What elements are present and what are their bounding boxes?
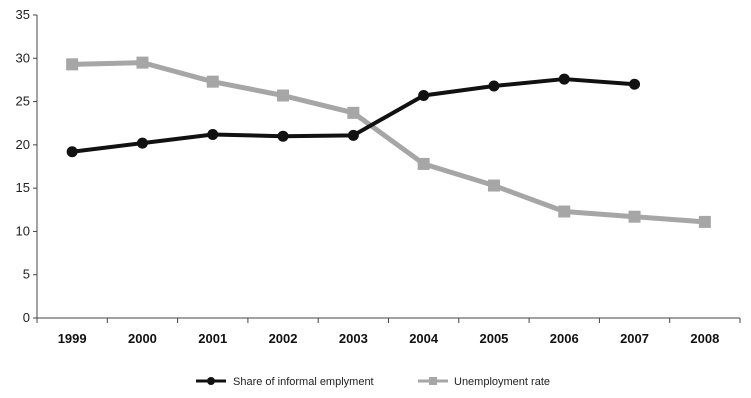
y-tick-label: 5 [23,267,30,282]
x-tick-label: 1999 [58,331,87,346]
data-point [487,179,500,192]
data-point [628,210,641,223]
x-tick-label: 2003 [339,331,368,346]
series-informal-employment [66,73,641,158]
data-point [277,89,290,102]
y-tick-label: 35 [16,7,30,22]
data-point [698,215,711,228]
x-tick-label: 2000 [128,331,157,346]
y-tick-label: 30 [16,50,30,65]
data-point [136,56,149,69]
series-line [72,60,706,225]
x-tick-label: 2006 [550,331,579,346]
data-point [347,106,360,119]
x-tick-label: 2007 [620,331,649,346]
y-tick-label: 25 [16,94,30,109]
legend-item: Unemployment rate [418,376,550,388]
x-tick-label: 2001 [198,331,227,346]
chart-series [66,56,711,228]
data-point [277,130,289,142]
data-point [558,73,570,85]
series-unemployment-rate [66,56,711,228]
legend-label: Share of informal emplyment [233,376,374,388]
data-point [66,58,79,71]
data-point [207,128,219,140]
legend-swatch-marker [429,377,437,385]
x-tick-label: 2004 [409,331,439,346]
data-point [66,146,78,158]
y-tick-label: 20 [16,137,30,152]
legend-item: Share of informal emplyment [196,376,374,388]
data-point [206,75,219,88]
x-tick-label: 2002 [269,331,298,346]
y-tick-label: 15 [16,180,30,195]
chart-legend: Share of informal emplyment Unemployment … [196,376,550,388]
data-point [347,129,359,141]
legend-swatch-marker [207,377,215,385]
y-tick-label: 0 [23,310,30,325]
data-point [136,137,148,149]
x-tick-label: 2008 [690,331,719,346]
data-point [558,205,571,218]
data-point [418,90,430,102]
data-point [488,80,500,92]
chart-axes: 0 5 10 15 20 25 30 35 1999 2000 2001 2002 2003 2004 20… [16,7,741,346]
data-point [417,157,430,170]
x-tick-label: 2005 [479,331,508,346]
legend-label: Unemployment rate [454,376,550,388]
data-point [629,78,641,90]
y-tick-label: 10 [16,223,30,238]
